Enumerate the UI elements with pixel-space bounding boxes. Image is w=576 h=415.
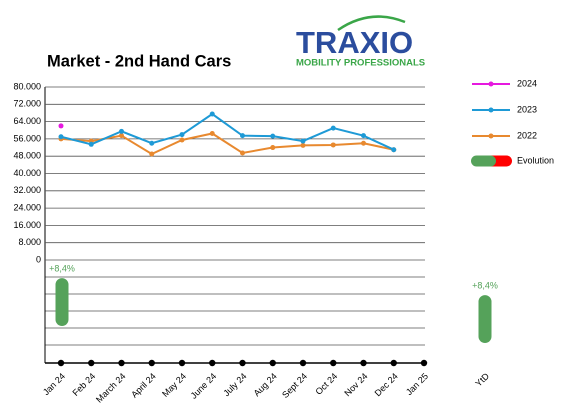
point xyxy=(58,134,64,140)
y-tick-label: 8.000 xyxy=(18,237,41,247)
evolution-label: +8,4% xyxy=(49,263,75,273)
y-tick-label: 80.000 xyxy=(13,81,41,91)
x-tick-label: April 24 xyxy=(129,371,158,400)
y-tick-label: 40.000 xyxy=(13,168,41,178)
point xyxy=(240,150,245,156)
x-tick-label: Aug 24 xyxy=(252,371,279,398)
legend-label: 2022 xyxy=(517,130,537,140)
point xyxy=(240,133,245,139)
y-tick-label: 72.000 xyxy=(13,99,41,109)
x-tick-dot xyxy=(330,359,337,367)
point xyxy=(270,145,276,151)
legend-label: 2024 xyxy=(517,78,537,88)
x-tick-label: May 24 xyxy=(160,371,188,399)
x-tick-label: Sept 24 xyxy=(280,371,309,400)
x-tick-label: Jan 25 xyxy=(404,371,430,397)
point xyxy=(300,138,306,144)
x-tick-dot xyxy=(209,359,216,367)
x-tick-label: Nov 24 xyxy=(342,371,369,398)
point xyxy=(88,141,94,147)
point xyxy=(149,151,155,157)
legend-label: Evolution xyxy=(517,155,554,165)
point xyxy=(179,137,185,143)
legend-dot xyxy=(488,81,494,87)
x-tick-dot xyxy=(239,359,246,367)
x-tick-dot xyxy=(360,359,367,367)
y-tick-label: 48.000 xyxy=(13,151,41,161)
y-tick-label: 24.000 xyxy=(13,202,41,212)
x-tick-label: July 24 xyxy=(221,371,248,398)
x-tick-dot xyxy=(57,359,65,367)
y-tick-label: 32.000 xyxy=(13,185,41,195)
x-tick-label: Dec 24 xyxy=(373,371,400,398)
y-tick-label: 0 xyxy=(36,254,41,264)
x-tick-label: YtD xyxy=(473,371,491,389)
x-tick-label: June 24 xyxy=(189,371,219,401)
y-tick-label: 56.000 xyxy=(13,133,41,143)
x-tick-dot xyxy=(118,359,125,367)
x-tick-label: Oct 24 xyxy=(314,371,340,397)
legend-dot xyxy=(488,107,494,113)
point xyxy=(209,130,215,136)
legend-dot xyxy=(488,133,494,139)
x-tick-dot xyxy=(390,359,397,367)
point xyxy=(209,111,215,117)
logo-tagline: MOBILITY PROFESSIONALS xyxy=(296,58,425,69)
point xyxy=(300,142,306,148)
x-tick-dot xyxy=(148,359,155,367)
point xyxy=(361,140,366,146)
x-tick-dot xyxy=(299,359,307,367)
evolution-label: +8,4% xyxy=(472,280,498,290)
y-tick-label: 16.000 xyxy=(13,220,41,230)
x-tick-dot xyxy=(178,359,186,367)
point xyxy=(119,133,124,139)
logo-name: TRAXIO xyxy=(296,25,413,60)
legend-label: 2023 xyxy=(517,104,537,114)
legend-evolution-pos xyxy=(471,155,496,167)
point xyxy=(270,133,276,139)
evolution-bar xyxy=(55,278,69,326)
point xyxy=(391,147,397,153)
point xyxy=(330,142,336,148)
chart-title: Market - 2nd Hand Cars xyxy=(47,52,231,70)
point xyxy=(58,123,64,129)
evolution-bar xyxy=(478,295,492,343)
point xyxy=(330,125,336,131)
point xyxy=(179,132,185,138)
x-tick-label: Jan 24 xyxy=(41,371,67,397)
x-tick-dot xyxy=(88,359,95,367)
series-line xyxy=(60,132,394,156)
x-tick-label: March 24 xyxy=(94,371,128,405)
x-tick-label: Feb 24 xyxy=(70,371,97,398)
x-tick-dot xyxy=(420,359,428,367)
logo-swoosh xyxy=(337,15,406,32)
point xyxy=(119,128,124,134)
point xyxy=(361,133,366,139)
lower-panel xyxy=(44,87,425,364)
point xyxy=(149,140,155,146)
y-tick-label: 64.000 xyxy=(13,116,41,126)
x-tick-dot xyxy=(269,359,276,367)
series-line xyxy=(60,112,395,151)
